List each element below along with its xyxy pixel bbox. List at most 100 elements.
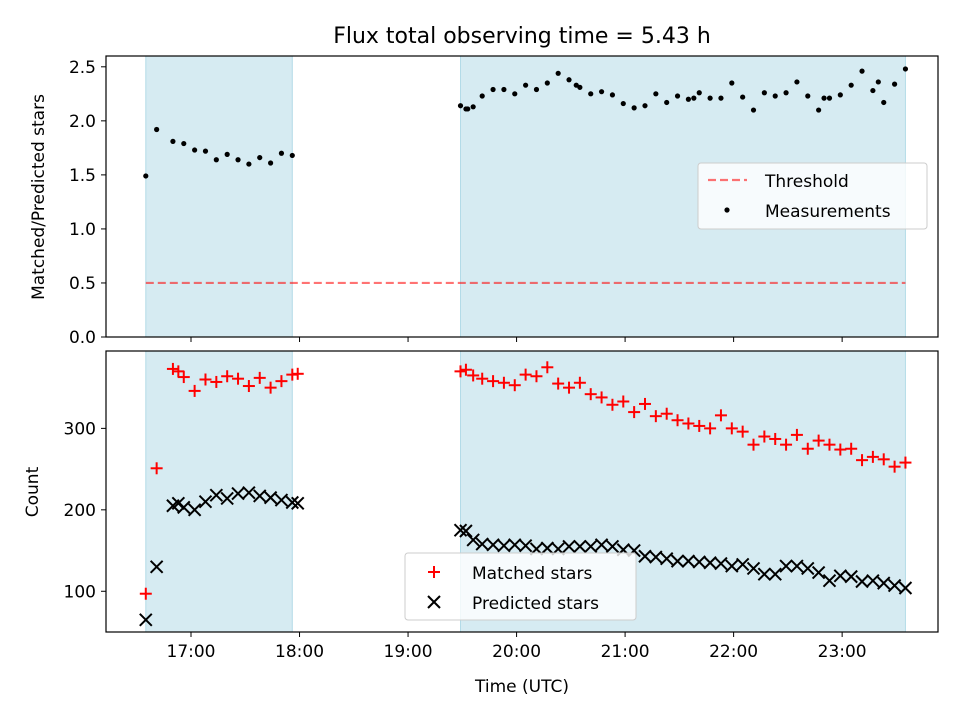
predicted-star-point — [898, 581, 913, 595]
measurement-point — [457, 103, 464, 109]
predicted-star-point — [757, 567, 772, 581]
matched-star-point — [780, 438, 793, 451]
matched-star-point — [856, 454, 869, 467]
measurement-point — [691, 95, 697, 101]
matched-star-point — [834, 443, 847, 456]
predicted-star-point — [779, 559, 793, 573]
measurement-point — [213, 157, 219, 163]
measurement-point — [479, 93, 485, 99]
measurement-point — [816, 107, 822, 113]
matched-star-point — [467, 369, 480, 382]
measurement-point — [707, 95, 713, 101]
matched-star-point — [649, 410, 662, 423]
measurement-point — [566, 77, 572, 83]
matched-star-point — [693, 419, 706, 432]
predicted-star-point — [714, 556, 728, 571]
measurement-point — [821, 95, 827, 101]
matched-star-point — [530, 370, 543, 383]
predicted-star-point — [594, 538, 609, 552]
matched-star-point — [552, 377, 565, 390]
matched-star-point — [232, 372, 245, 385]
matched-star-point — [275, 375, 288, 388]
measurement-point — [718, 95, 724, 101]
matched-star-point — [704, 422, 717, 435]
matched-star-point — [210, 375, 223, 388]
measurement-point — [783, 90, 789, 96]
predicted-star-point — [670, 554, 685, 568]
predicted-star-point — [242, 486, 256, 500]
matched-star-point — [150, 462, 163, 475]
bottom-y-axis-label: Count — [23, 466, 43, 517]
predicted-star-point — [703, 556, 717, 570]
predicted-star-point — [692, 555, 706, 569]
predicted-star-point — [274, 493, 289, 507]
top-y-tick-label: 1.0 — [69, 220, 96, 240]
bottom-panel-frame — [105, 350, 939, 633]
matched-star-point — [682, 417, 695, 430]
measurement-point — [870, 87, 876, 94]
measurement-point — [289, 152, 295, 159]
measurement-point — [246, 161, 252, 167]
predicted-star-point — [811, 565, 826, 580]
x-axis-label: Time (UTC) — [474, 677, 569, 697]
predicted-star-point — [844, 569, 858, 584]
measurement-point — [620, 100, 626, 107]
matched-star-point — [638, 397, 651, 410]
predicted-star-point — [584, 539, 598, 554]
matched-star-point — [454, 365, 467, 378]
predicted-star-point — [659, 551, 674, 566]
measurement-point — [278, 150, 285, 156]
matched-star-point — [172, 365, 185, 378]
predicted-star-point — [139, 613, 153, 627]
predicted-star-point — [746, 561, 761, 576]
x-tick-label: 22:00 — [709, 642, 758, 662]
matched-star-point — [595, 391, 608, 404]
top-y-tick-label: 2.5 — [69, 58, 96, 78]
legend-predicted-label: Predicted stars — [472, 594, 599, 614]
predicted-star-point — [573, 539, 587, 554]
predicted-star-point — [649, 550, 663, 564]
matched-star-point — [823, 438, 836, 451]
predicted-star-point — [209, 488, 224, 502]
legend-measurements-marker — [724, 207, 730, 213]
predicted-star-point — [518, 538, 533, 553]
predicted-star-point — [497, 538, 511, 553]
measurement-point — [891, 81, 898, 87]
predicted-star-point — [466, 533, 480, 547]
measurement-point — [143, 173, 149, 179]
matched-star-point — [877, 453, 890, 466]
legend-threshold-label: Threshold — [764, 172, 849, 192]
bottom-y-tick-label: 100 — [64, 582, 96, 602]
measurement-point — [609, 92, 616, 98]
matched-star-point — [188, 384, 201, 397]
measurement-point — [555, 70, 561, 76]
predicted-star-point — [220, 491, 234, 506]
predicted-star-point — [149, 560, 164, 574]
top-y-tick-label: 2.0 — [69, 112, 96, 132]
top-y-tick-label: 0.5 — [69, 274, 96, 294]
predicted-star-point — [253, 489, 267, 503]
predicted-star-point — [887, 578, 902, 593]
measurement-point — [573, 82, 579, 88]
matched-star-point — [736, 425, 749, 438]
measurement-point — [235, 157, 241, 163]
predicted-star-point — [486, 538, 500, 552]
measurement-point — [674, 93, 681, 99]
matched-star-point — [264, 381, 277, 394]
top-y-tick-label: 1.5 — [69, 166, 96, 186]
matched-star-point — [519, 368, 532, 381]
matched-star-point — [139, 587, 152, 600]
predicted-star-point — [459, 524, 473, 538]
predicted-star-point — [263, 490, 278, 505]
matched-star-point — [714, 409, 727, 422]
legend-measurements-label: Measurements — [765, 202, 891, 222]
measurement-point — [267, 160, 274, 166]
x-tick-label: 23:00 — [818, 642, 867, 662]
measurement-point — [794, 79, 800, 85]
matched-star-point — [508, 379, 521, 392]
measurement-point — [192, 147, 198, 153]
matched-star-point — [617, 395, 630, 408]
measurement-point — [772, 93, 778, 99]
matched-star-point — [888, 460, 901, 473]
matched-star-point — [899, 456, 912, 469]
